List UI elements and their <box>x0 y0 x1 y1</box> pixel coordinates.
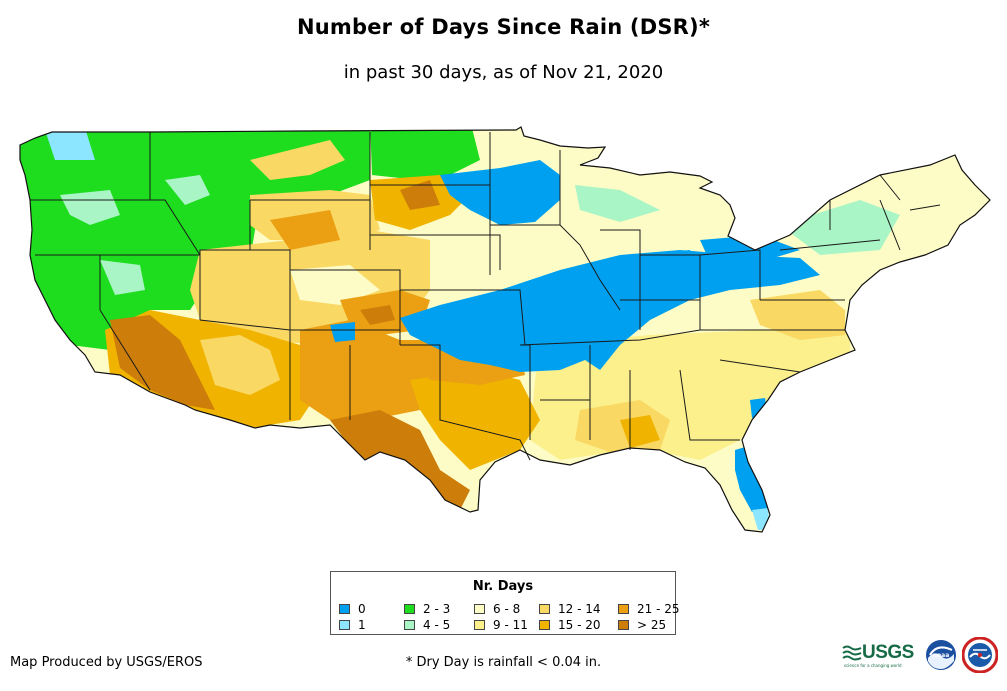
legend-label: > 25 <box>637 618 667 632</box>
noaa-wordmark: noaa <box>933 652 950 659</box>
agency-logos: USGS science for a changing world noaa <box>842 636 1002 676</box>
usgs-wave-icon <box>842 645 862 661</box>
legend-label: 15 - 20 <box>558 618 601 632</box>
usgs-tagline: science for a changing world <box>844 663 902 668</box>
usgs-logo: USGS science for a changing world <box>842 642 920 672</box>
legend-swatch <box>618 604 629 614</box>
legend-swatch <box>618 620 629 630</box>
legend-label: 0 <box>358 602 366 616</box>
legend-label: 21 - 25 <box>637 602 680 616</box>
legend-swatch <box>404 604 415 614</box>
legend-label: 2 - 3 <box>423 602 451 616</box>
legend-label: 6 - 8 <box>493 602 521 616</box>
nws-logo <box>962 637 998 673</box>
legend-label: 1 <box>358 618 366 632</box>
map-title: Number of Days Since Rain (DSR)* <box>296 15 711 39</box>
legend-swatch <box>539 620 550 630</box>
legend-swatch <box>539 604 550 614</box>
legend-swatch <box>339 620 350 630</box>
footnote-text: * Dry Day is rainfall < 0.04 in. <box>405 655 602 670</box>
state-boundaries <box>30 132 941 461</box>
legend-title: Nr. Days <box>472 579 534 594</box>
legend-swatch <box>474 620 485 630</box>
credit-text: Map Produced by USGS/EROS <box>10 655 203 670</box>
legend-swatch <box>339 604 350 614</box>
dsr-map <box>19 126 991 533</box>
legend-label: 4 - 5 <box>423 618 451 632</box>
usgs-wordmark: USGS <box>862 642 914 663</box>
legend-label: 12 - 14 <box>558 602 601 616</box>
legend-swatch <box>474 604 485 614</box>
legend: Nr. Days 0 1 2 - 3 4 - 5 6 - 8 9 - 11 12 - 14 1… <box>330 571 680 635</box>
map-subtitle: in past 30 days, as of Nov 21, 2020 <box>343 62 664 83</box>
noaa-logo: noaa <box>926 640 956 670</box>
legend-swatch <box>404 620 415 630</box>
legend-label: 9 - 11 <box>493 618 528 632</box>
